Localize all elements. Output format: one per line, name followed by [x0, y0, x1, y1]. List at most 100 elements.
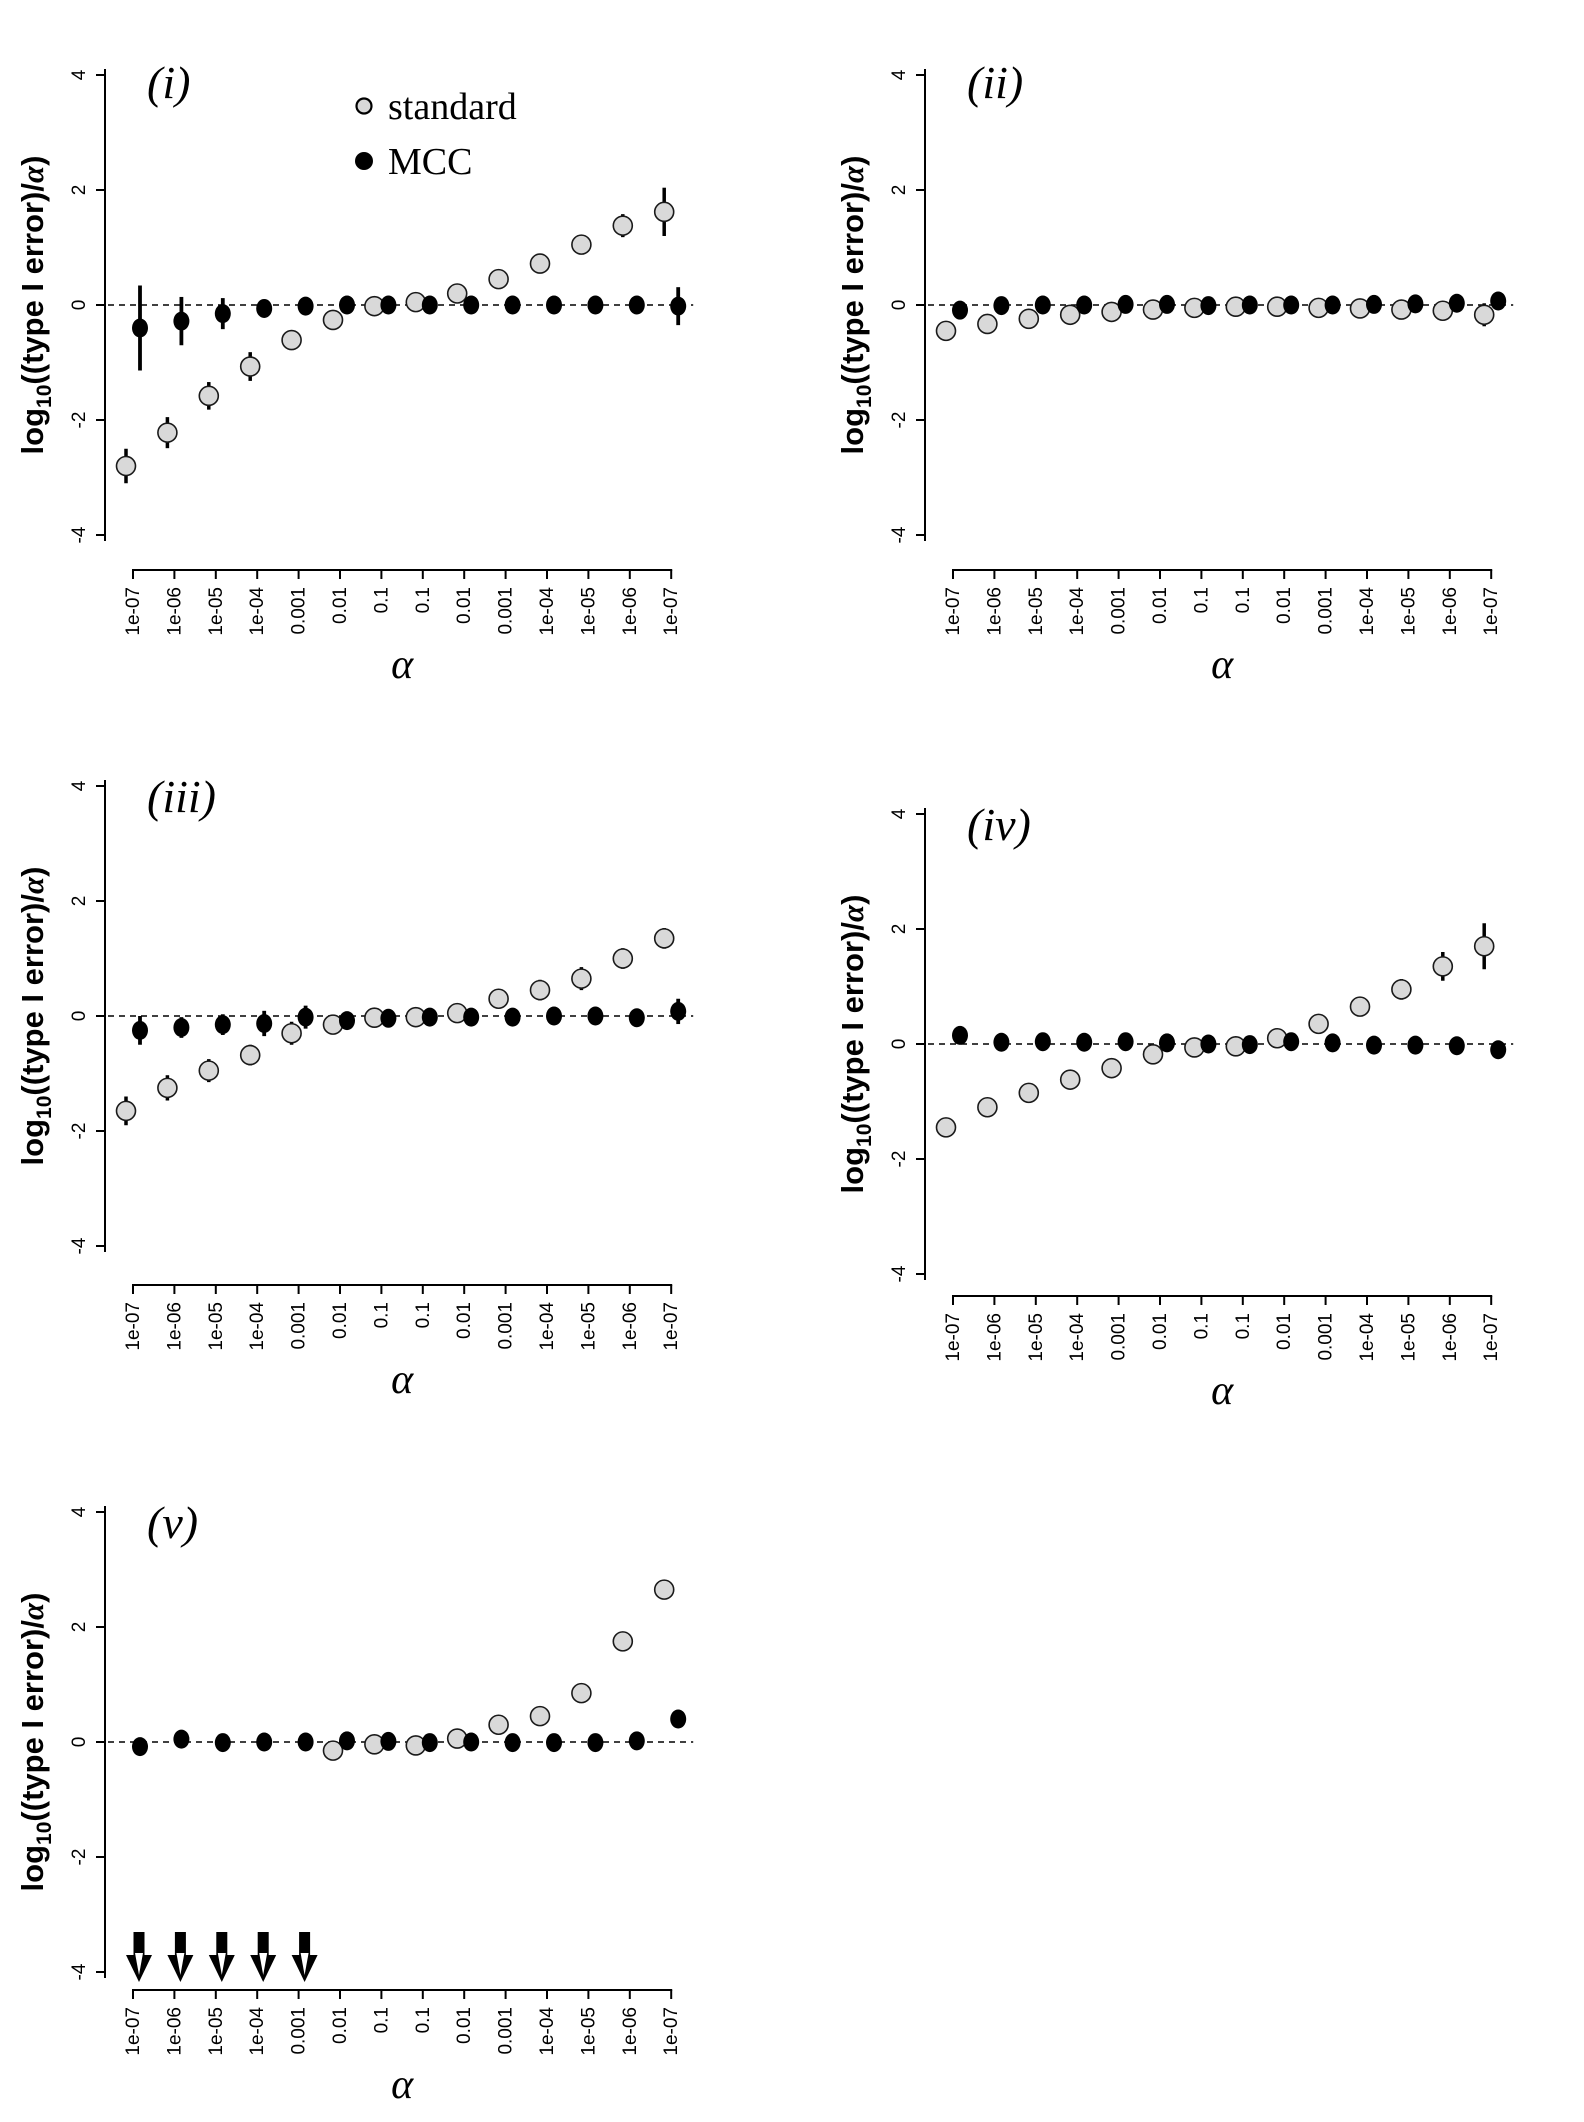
x-tick-label: 1e-07: [661, 2007, 682, 2056]
x-tick-label: 1e-04: [537, 1302, 558, 1351]
x-tick-label: 1e-06: [620, 1302, 641, 1351]
x-tick-label: 1e-07: [943, 587, 964, 636]
y-tick-label: -4: [69, 1963, 90, 1980]
x-tick-label: 0.001: [1316, 1313, 1337, 1361]
standard-point: [157, 1077, 178, 1099]
x-tick-label: 0.01: [1274, 1313, 1295, 1350]
x-tick-label: 0.1: [371, 587, 392, 613]
x-tick-label: 1e-06: [1440, 1313, 1461, 1362]
x-tick-label: 0.001: [289, 2007, 310, 2055]
x-tick-label: 0.001: [496, 2007, 517, 2055]
mcc-point: [1241, 1035, 1258, 1055]
x-tick-label: 0.1: [371, 2007, 392, 2033]
y-tick-label: 2: [889, 924, 910, 935]
y-tick-label: -2: [889, 412, 910, 429]
y-tick-label: 0: [889, 300, 910, 311]
mcc-point: [256, 1013, 273, 1033]
x-tick-label: 0.01: [330, 2007, 351, 2044]
standard-point: [488, 988, 509, 1010]
mcc-point: [1241, 295, 1258, 315]
mcc-point: [380, 1731, 397, 1751]
x-tick-label: 0.01: [1150, 1313, 1171, 1350]
x-tick-label: 0.1: [413, 2007, 434, 2033]
x-tick-label: 0.001: [289, 587, 310, 635]
y-tick-label: 0: [69, 1011, 90, 1022]
mcc-point: [132, 1020, 148, 1040]
mcc-point: [993, 1032, 1010, 1052]
x-axis-title: α: [391, 2062, 414, 2108]
y-tick-label: 2: [69, 185, 90, 196]
mcc-point: [339, 1731, 355, 1751]
y-axis-title: log10((type I error)/α): [835, 895, 876, 1194]
panel-letter: (i): [147, 57, 190, 108]
standard-point: [571, 968, 592, 989]
standard-point: [488, 1714, 509, 1736]
x-axis-title: α: [1211, 1368, 1234, 1414]
below-range-arrow: [126, 1932, 152, 1982]
x-tick-label: 0.01: [454, 1302, 475, 1339]
mcc-point: [380, 295, 397, 315]
x-tick-label: 1e-06: [1440, 587, 1461, 636]
y-tick-label: 4: [889, 808, 910, 819]
x-tick-label: 1e-06: [620, 587, 641, 636]
below-range-arrow: [208, 1932, 235, 1982]
mcc-point: [132, 1737, 148, 1757]
x-tick-label: 1e-05: [578, 2007, 599, 2056]
x-axis-title: α: [391, 642, 414, 688]
x-tick-label: 1e-06: [984, 587, 1005, 636]
x-tick-label: 1e-04: [1357, 587, 1378, 636]
mcc-point: [1159, 1033, 1175, 1053]
panel-iii: 4 2 0 -2 -4 log10((type I error)/α) 1e-07 1e-06…: [15, 771, 694, 1403]
standard-point: [446, 283, 468, 304]
standard-point: [115, 455, 137, 477]
mcc-point: [952, 1025, 968, 1045]
mcc-point: [546, 1006, 562, 1026]
mcc-point: [297, 296, 314, 316]
standard-point: [1059, 304, 1081, 326]
x-tick-label: 0.1: [1233, 1313, 1254, 1339]
mcc-point: [628, 1008, 645, 1028]
y-tick-label: 4: [69, 69, 90, 80]
standard-point: [281, 1022, 302, 1044]
y-tick-label: -4: [69, 526, 90, 543]
mcc-point: [421, 1733, 438, 1753]
x-tick-label: 0.01: [330, 1302, 351, 1339]
mcc-point: [297, 1007, 314, 1027]
x-tick-label: 1e-05: [1398, 1313, 1419, 1362]
mcc-point: [132, 318, 148, 338]
y-tick-label: -2: [69, 1849, 90, 1866]
standard-point: [1473, 935, 1495, 957]
mcc-point: [504, 295, 521, 315]
y-tick-label: 0: [69, 1737, 90, 1748]
legend-standard-marker: [355, 97, 373, 115]
legend-mcc-label: MCC: [388, 141, 472, 183]
standard-point: [1473, 304, 1495, 326]
x-tick-label: 1e-04: [1067, 587, 1088, 636]
x-tick-label: 0.001: [1109, 587, 1130, 635]
y-tick-label: -2: [69, 412, 90, 429]
standard-point: [1349, 996, 1371, 1017]
y-tick-label: -2: [69, 1123, 90, 1140]
y-tick-label: -4: [69, 1237, 90, 1254]
x-tick-label: 1e-06: [984, 1313, 1005, 1362]
x-tick-label: 1e-07: [1481, 587, 1502, 636]
panel-iv: 4 2 0 -2 -4 log10((type I error)/α) 1e-07 1e-06…: [835, 799, 1514, 1414]
panel-letter: (iii): [147, 771, 216, 822]
mcc-point: [1490, 1040, 1507, 1060]
standard-point: [115, 1100, 137, 1122]
y-tick-label: 2: [69, 1622, 90, 1633]
mcc-point: [1200, 296, 1217, 316]
y-axis-title: log10((type I error)/α): [15, 1593, 56, 1892]
mcc-point: [214, 1015, 231, 1035]
x-tick-label: 1e-07: [943, 1313, 964, 1362]
panel-letter: (ii): [967, 57, 1023, 108]
standard-point: [653, 201, 675, 223]
mcc-point: [587, 1006, 604, 1026]
x-tick-label: 1e-04: [247, 1302, 268, 1351]
mcc-point: [587, 1733, 604, 1753]
standard-point: [612, 1631, 634, 1652]
mcc-point: [670, 1001, 687, 1021]
standard-point: [571, 1682, 592, 1704]
x-tick-label: 1e-04: [1067, 1313, 1088, 1362]
mcc-point: [1324, 295, 1341, 315]
